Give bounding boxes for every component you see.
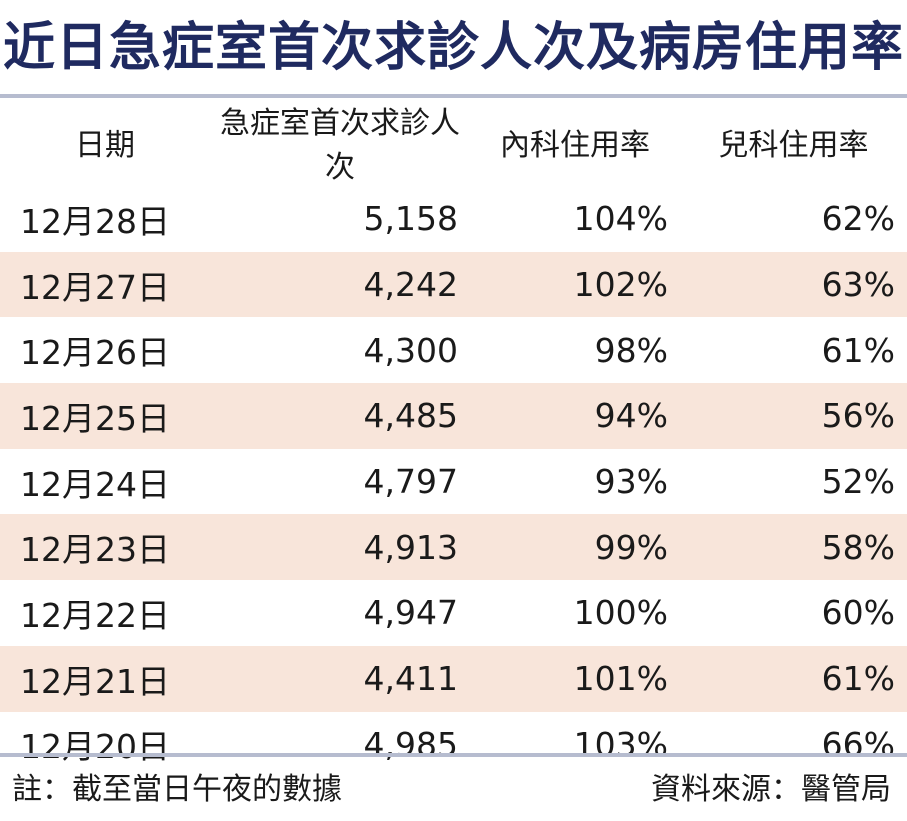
header-row: 日期 急症室首次求診人次 內科住用率 兒科住用率 <box>0 98 907 186</box>
cell-paediatric-occupancy: 66% <box>821 724 895 764</box>
cell-medical-occupancy: 100% <box>573 593 668 633</box>
cell-date: 12月20日 <box>20 727 170 767</box>
cell-ae-attendances: 5,158 <box>363 199 458 239</box>
column-header-ae-attendances: 急症室首次求診人次 <box>220 106 460 185</box>
table-row: 12月22日 4,947 100% 60% <box>0 580 907 646</box>
cell-date: 12月27日 <box>0 251 210 318</box>
cell-paediatric-occupancy: 61% <box>821 330 895 370</box>
cell-paediatric-occupancy: 56% <box>680 383 907 449</box>
cell-medical-occupancy: 104% <box>573 199 668 239</box>
cell-medical-occupancy: 103% <box>573 724 668 764</box>
cell-ae-attendances: 4,797 <box>363 462 458 502</box>
table-row: 12月21日 4,411 101% 61% <box>0 645 907 712</box>
cell-medical-occupancy: 101% <box>470 645 680 712</box>
chart-title: 近日急症室首次求診人次及病房住用率 <box>2 17 904 78</box>
cell-paediatric-occupancy: 58% <box>680 514 907 581</box>
table-row: 12月24日 4,797 93% 52% <box>0 449 907 515</box>
cell-ae-attendances: 4,300 <box>363 330 458 370</box>
cell-medical-occupancy: 93% <box>594 462 668 502</box>
cell-ae-attendances: 4,485 <box>210 383 470 449</box>
cell-date: 12月26日 <box>20 333 170 373</box>
cell-date: 12月21日 <box>0 645 210 712</box>
table-row: 12月27日 4,242 102% 63% <box>0 251 907 318</box>
cell-medical-occupancy: 99% <box>470 514 680 581</box>
cell-date: 12月22日 <box>20 595 170 635</box>
table-row: 12月25日 4,485 94% 56% <box>0 383 907 449</box>
source-credit: 資料來源：醫管局 <box>651 772 891 807</box>
cell-medical-occupancy: 102% <box>470 251 680 318</box>
footnote: 註：截至當日午夜的數據 <box>12 772 342 807</box>
cell-ae-attendances: 4,985 <box>363 724 458 764</box>
cell-ae-attendances: 4,411 <box>210 645 470 712</box>
table-row: 12月26日 4,300 98% 61% <box>0 317 907 383</box>
cell-paediatric-occupancy: 62% <box>821 199 895 239</box>
top-divider <box>0 94 907 98</box>
cell-date: 12月23日 <box>0 514 210 581</box>
cell-medical-occupancy: 94% <box>470 383 680 449</box>
cell-paediatric-occupancy: 60% <box>821 593 895 633</box>
column-header-paediatric-occupancy: 兒科住用率 <box>718 128 869 163</box>
cell-date: 12月25日 <box>0 383 210 449</box>
table-row: 12月20日 4,985 103% 66% <box>0 712 907 778</box>
bottom-divider <box>0 753 907 757</box>
column-header-medical-occupancy: 內科住用率 <box>500 128 650 163</box>
data-table: 日期 急症室首次求診人次 內科住用率 兒科住用率 12月28日 5,158 10… <box>0 98 907 777</box>
cell-ae-attendances: 4,947 <box>363 593 458 633</box>
cell-date: 12月28日 <box>20 201 170 241</box>
table-row: 12月23日 4,913 99% 58% <box>0 514 907 581</box>
cell-date: 12月24日 <box>20 464 170 504</box>
cell-ae-attendances: 4,913 <box>210 514 470 581</box>
cell-paediatric-occupancy: 61% <box>680 645 907 712</box>
cell-ae-attendances: 4,242 <box>210 251 470 318</box>
cell-paediatric-occupancy: 63% <box>680 251 907 318</box>
cell-medical-occupancy: 98% <box>594 330 668 370</box>
column-header-date: 日期 <box>75 128 135 163</box>
cell-paediatric-occupancy: 52% <box>821 462 895 502</box>
table-row: 12月28日 5,158 104% 62% <box>0 186 907 252</box>
